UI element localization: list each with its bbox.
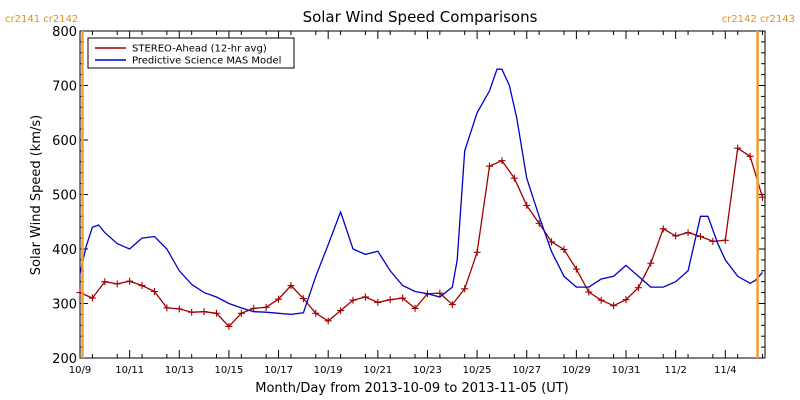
y-tick-label: 600 bbox=[52, 134, 77, 149]
x-tick-label: 11/2 bbox=[664, 365, 686, 376]
data-point-marker bbox=[746, 152, 754, 160]
data-point-marker bbox=[659, 225, 667, 233]
x-tick-label: 10/13 bbox=[165, 365, 194, 376]
x-tick-label: 10/23 bbox=[413, 365, 442, 376]
data-point-marker bbox=[610, 302, 618, 310]
data-point-marker bbox=[473, 248, 481, 256]
data-point-marker bbox=[275, 295, 283, 303]
y-tick-label: 200 bbox=[52, 352, 77, 367]
x-tick-label: 10/29 bbox=[562, 365, 591, 376]
carrington-marker-label: cr2141 cr2142 bbox=[5, 14, 78, 25]
legend: STEREO-Ahead (12-hr avg)Predictive Scien… bbox=[87, 37, 295, 69]
data-point-marker bbox=[448, 301, 456, 309]
y-tick-label: 400 bbox=[52, 243, 77, 258]
data-point-marker bbox=[572, 265, 580, 273]
data-point-marker bbox=[374, 298, 382, 306]
data-point-marker bbox=[510, 174, 518, 182]
data-point-marker bbox=[188, 308, 196, 316]
y-tick-label: 500 bbox=[52, 189, 77, 204]
series-line-2 bbox=[79, 68, 763, 316]
legend-box bbox=[87, 37, 295, 69]
data-point-marker bbox=[634, 284, 642, 292]
y-tick-label: 800 bbox=[52, 25, 77, 40]
data-point-marker bbox=[622, 296, 630, 304]
data-point-marker bbox=[672, 232, 680, 240]
data-point-marker bbox=[88, 294, 96, 302]
data-point-marker bbox=[684, 229, 692, 237]
data-point-marker bbox=[585, 288, 593, 296]
x-tick-label: 10/9 bbox=[69, 365, 91, 376]
data-point-marker bbox=[523, 201, 531, 209]
data-point-marker bbox=[759, 193, 767, 201]
data-point-marker bbox=[560, 246, 568, 254]
data-point-marker bbox=[126, 277, 134, 285]
data-point-marker bbox=[709, 237, 717, 245]
x-tick-label: 10/19 bbox=[314, 365, 343, 376]
data-point-marker bbox=[647, 259, 655, 267]
data-point-marker bbox=[734, 144, 742, 152]
data-point-marker bbox=[237, 309, 245, 317]
series-line-1 bbox=[79, 147, 764, 328]
x-tick-label: 10/31 bbox=[612, 365, 641, 376]
data-point-marker bbox=[436, 289, 444, 297]
plot-area: 200 300 400 500 600 700 800 10/9 10/11 10/13 10/15… bbox=[5, 14, 795, 376]
data-point-marker bbox=[287, 282, 295, 290]
data-point-marker bbox=[324, 317, 332, 325]
data-point-marker bbox=[498, 157, 506, 165]
x-tick-label: 10/17 bbox=[264, 365, 293, 376]
x-tick-label: 10/25 bbox=[463, 365, 492, 376]
x-tick-label: 10/21 bbox=[363, 365, 392, 376]
data-point-marker bbox=[461, 285, 469, 293]
data-point-marker bbox=[262, 303, 270, 311]
data-point-marker bbox=[337, 307, 345, 315]
legend-label-2: Predictive Science MAS Model bbox=[132, 56, 281, 67]
data-point-marker bbox=[163, 304, 171, 312]
data-point-marker bbox=[138, 282, 146, 290]
x-tick-label: 10/27 bbox=[512, 365, 541, 376]
data-point-marker bbox=[349, 296, 357, 304]
data-point-marker bbox=[411, 304, 419, 312]
data-point-marker bbox=[225, 322, 233, 330]
data-point-marker bbox=[486, 162, 494, 170]
data-point-marker bbox=[113, 280, 121, 288]
chart-title: Solar Wind Speed Comparisons bbox=[303, 8, 538, 26]
x-tick-label: 11/4 bbox=[714, 365, 736, 376]
data-point-marker bbox=[361, 293, 369, 301]
data-point-marker bbox=[312, 309, 320, 317]
data-point-marker bbox=[250, 304, 258, 312]
data-point-marker bbox=[299, 295, 307, 303]
y-tick-label: 300 bbox=[52, 298, 77, 313]
y-tick-label: 700 bbox=[52, 80, 77, 95]
legend-label-1: STEREO-Ahead (12-hr avg) bbox=[132, 44, 267, 55]
x-tick-label: 10/15 bbox=[214, 365, 243, 376]
y-axis-label: Solar Wind Speed (km/s) bbox=[29, 115, 44, 275]
data-point-marker bbox=[548, 238, 556, 246]
x-tick-label: 10/11 bbox=[115, 365, 144, 376]
data-point-marker bbox=[175, 305, 183, 313]
data-point-marker bbox=[597, 296, 605, 304]
data-point-marker bbox=[696, 232, 704, 240]
data-point-marker bbox=[150, 288, 158, 296]
data-point-marker bbox=[200, 308, 208, 316]
data-point-marker bbox=[721, 236, 729, 244]
x-axis-label: Month/Day from 2013-10-09 to 2013-11-05 … bbox=[255, 381, 568, 396]
data-point-marker bbox=[399, 294, 407, 302]
data-point-marker bbox=[101, 278, 109, 286]
data-point-marker bbox=[213, 309, 221, 317]
carrington-marker-label: cr2142 cr2143 bbox=[722, 14, 795, 25]
data-point-marker bbox=[386, 296, 394, 304]
